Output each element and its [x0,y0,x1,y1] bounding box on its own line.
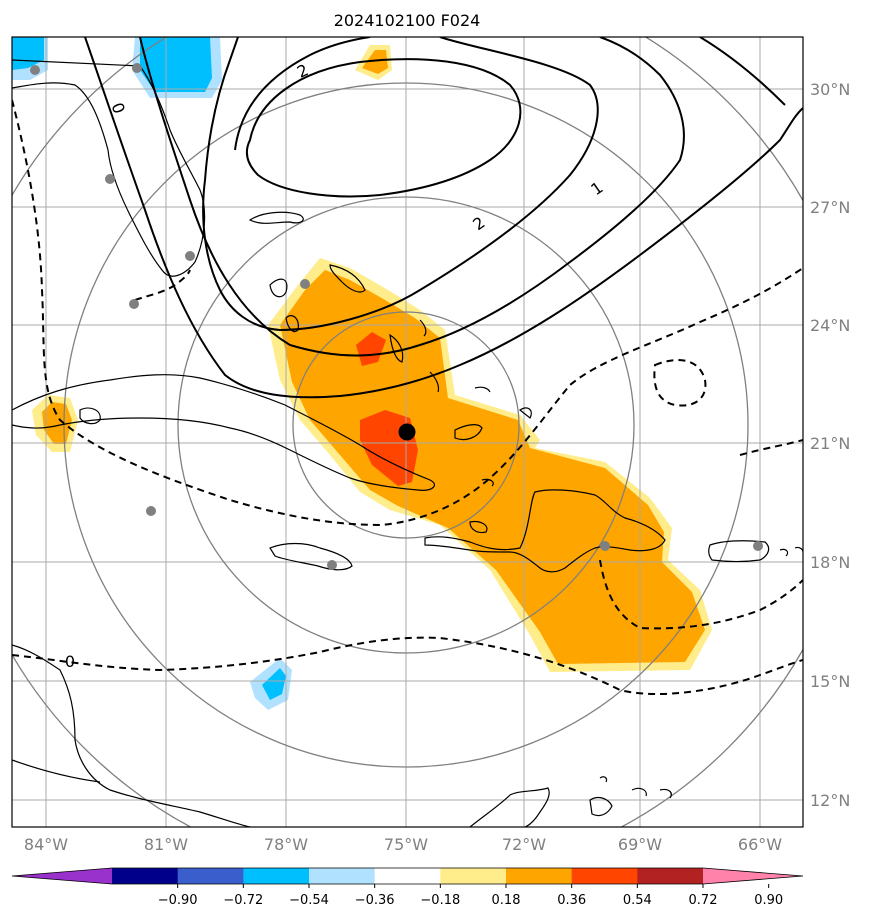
lon-label: 75°W [384,835,428,854]
colorbar-segment [177,868,244,884]
colorbar-tick-label: −0.36 [355,893,395,908]
contour-label: 0 [65,652,75,671]
colorbar-tick-label: −0.72 [223,893,263,908]
contour-label: 2 [469,213,488,234]
lon-label: 78°W [264,835,308,854]
colorbar-extend-high [703,868,803,884]
colorbar-tick-label: 0.72 [689,893,718,908]
colorbar-tick-label: −0.54 [289,893,329,908]
colorbar-tick-label: −0.90 [158,893,198,908]
colorbar-segment [440,868,507,884]
colorbar-tick-label: 0.18 [492,893,521,908]
lat-label: 21°N [810,434,850,453]
colorbar-segment [112,868,179,884]
lon-label: 72°W [502,835,546,854]
colorbar-tick-label: 0.36 [557,893,586,908]
contour-label: 2 [294,60,311,82]
lat-label: 15°N [810,672,850,691]
colorbar-segment [571,868,638,884]
lon-label: 81°W [144,835,188,854]
colorbar-outline [11,867,804,885]
map-area: 2 0 2 1 0 [12,37,803,827]
colorbar-segment [243,868,310,884]
coastlines [12,59,803,827]
range-rings [12,37,803,827]
colorbar-segment [374,868,441,884]
negative-shading [12,37,292,710]
contour-label: 1 [587,178,606,199]
positive-shading [32,45,712,672]
map-frame [11,36,804,828]
station-dots [30,63,763,570]
lon-label: 84°W [24,835,68,854]
solid-contours [84,37,803,399]
dashed-contours [12,99,803,695]
colorbar-segment [309,868,376,884]
contour-label: 0 [107,100,128,116]
lat-label: 12°N [810,791,850,810]
lat-label: 27°N [810,198,850,217]
center-marker [398,423,416,441]
lon-label: 66°W [738,835,782,854]
colorbar-tick-label: 0.90 [754,893,783,908]
lat-label: 30°N [810,80,850,99]
latitude-labels: 30°N 27°N 24°N 21°N 18°N 15°N 12°N [810,80,850,810]
colorbar-tick-label: 0.54 [623,893,652,908]
lon-label: 69°W [618,835,662,854]
lat-label: 18°N [810,553,850,572]
colorbar-segment [637,868,704,884]
colorbar-segment [506,868,573,884]
colorbar-tick-label: −0.18 [420,893,460,908]
lat-label: 24°N [810,316,850,335]
colorbar: −0.90 −0.72 −0.54 −0.36 −0.18 0.18 0.36 0.54 0.7… [11,867,804,908]
longitude-labels: 84°W 81°W 78°W 75°W 72°W 69°W 66°W [24,835,782,854]
colorbar-extend-low [12,868,112,884]
map-title: 2024102100 F024 [334,11,481,30]
